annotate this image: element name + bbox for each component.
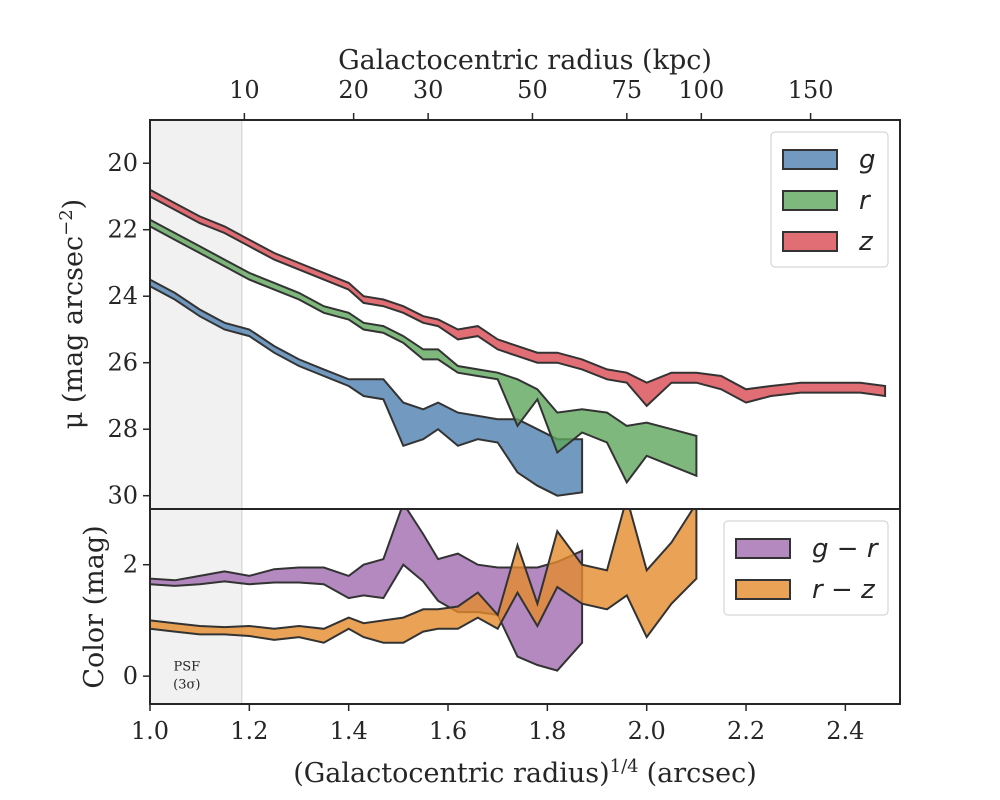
series-band-2 — [150, 188, 887, 408]
series-band-1 — [150, 218, 698, 485]
x-tick-label: 1.6 — [429, 717, 467, 745]
psf-annotation-line2: (3σ) — [173, 677, 200, 692]
top-kpc-axis: 10 20 30 50 75 100 150 — [229, 76, 834, 120]
legend-label-2: z — [858, 227, 874, 257]
legend-label-1: r — [859, 186, 872, 216]
series-band-1 — [150, 509, 698, 644]
legend-swatch-2 — [782, 231, 838, 252]
y-tick-label: 2 — [123, 551, 138, 579]
top-axis-title: Galactocentric radius (kpc) — [338, 45, 712, 76]
legend-swatch-0 — [735, 538, 791, 559]
top-tick-label: 50 — [517, 76, 548, 104]
top-tick-label: 10 — [229, 76, 260, 104]
y-tick-label: 22 — [107, 216, 138, 244]
y-tick-label: 28 — [107, 415, 138, 443]
y-tick-label: 30 — [107, 482, 138, 510]
surface-brightness-panel: 20 22 24 26 28 30 grz — [107, 119, 901, 510]
legend-label-1: r − z — [812, 575, 876, 605]
legend: grz — [770, 131, 889, 268]
x-tick-label: 1.4 — [330, 717, 368, 745]
x-tick-label: 1.0 — [131, 717, 169, 745]
legend-label-0: g − r — [812, 534, 880, 564]
top-tick-label: 30 — [413, 76, 444, 104]
panel-frame — [149, 508, 901, 705]
psf-annotation-line1: PSF — [173, 659, 200, 674]
legend-label-0: g — [859, 145, 876, 175]
y-tick-label: 20 — [107, 149, 138, 177]
x-tick-label: 2.2 — [727, 717, 765, 745]
series-bands — [150, 188, 887, 497]
legend: g − r r − z — [723, 520, 889, 616]
top-y-axis-title: μ (mag arcsec−2) — [56, 199, 90, 429]
x-tick-label: 1.8 — [528, 717, 566, 745]
x-tick-label: 2.4 — [826, 717, 864, 745]
y-tick-label: 0 — [123, 662, 138, 690]
legend-swatch-0 — [782, 149, 838, 170]
y-tick-label: 24 — [107, 282, 138, 310]
series-band-0 — [150, 278, 584, 497]
top-tick-label: 150 — [788, 76, 834, 104]
series-bands — [150, 509, 698, 672]
top-tick-label: 100 — [678, 76, 724, 104]
top-tick-label: 20 — [338, 76, 369, 104]
y-tick-label: 26 — [107, 349, 138, 377]
legend-swatch-1 — [782, 190, 838, 211]
legend-swatch-1 — [735, 579, 791, 600]
x-tick-label: 2.0 — [628, 717, 666, 745]
axis-labels: Galactocentric radius (kpc) (Galactocent… — [56, 45, 757, 789]
psf-shaded-region — [150, 509, 242, 704]
bottom-y-axis-title: Color (mag) — [79, 525, 110, 688]
series-band-0 — [150, 509, 584, 672]
color-panel: 0 2 1.0 1.2 1.4 1.6 1.8 2.0 2.2 2.4 PSF (3σ) g − r r … — [123, 508, 901, 745]
x-axis-title: (Galactocentric radius)1/4 (arcsec) — [293, 756, 757, 790]
x-tick-label: 1.2 — [230, 717, 268, 745]
top-tick-label: 75 — [612, 76, 643, 104]
